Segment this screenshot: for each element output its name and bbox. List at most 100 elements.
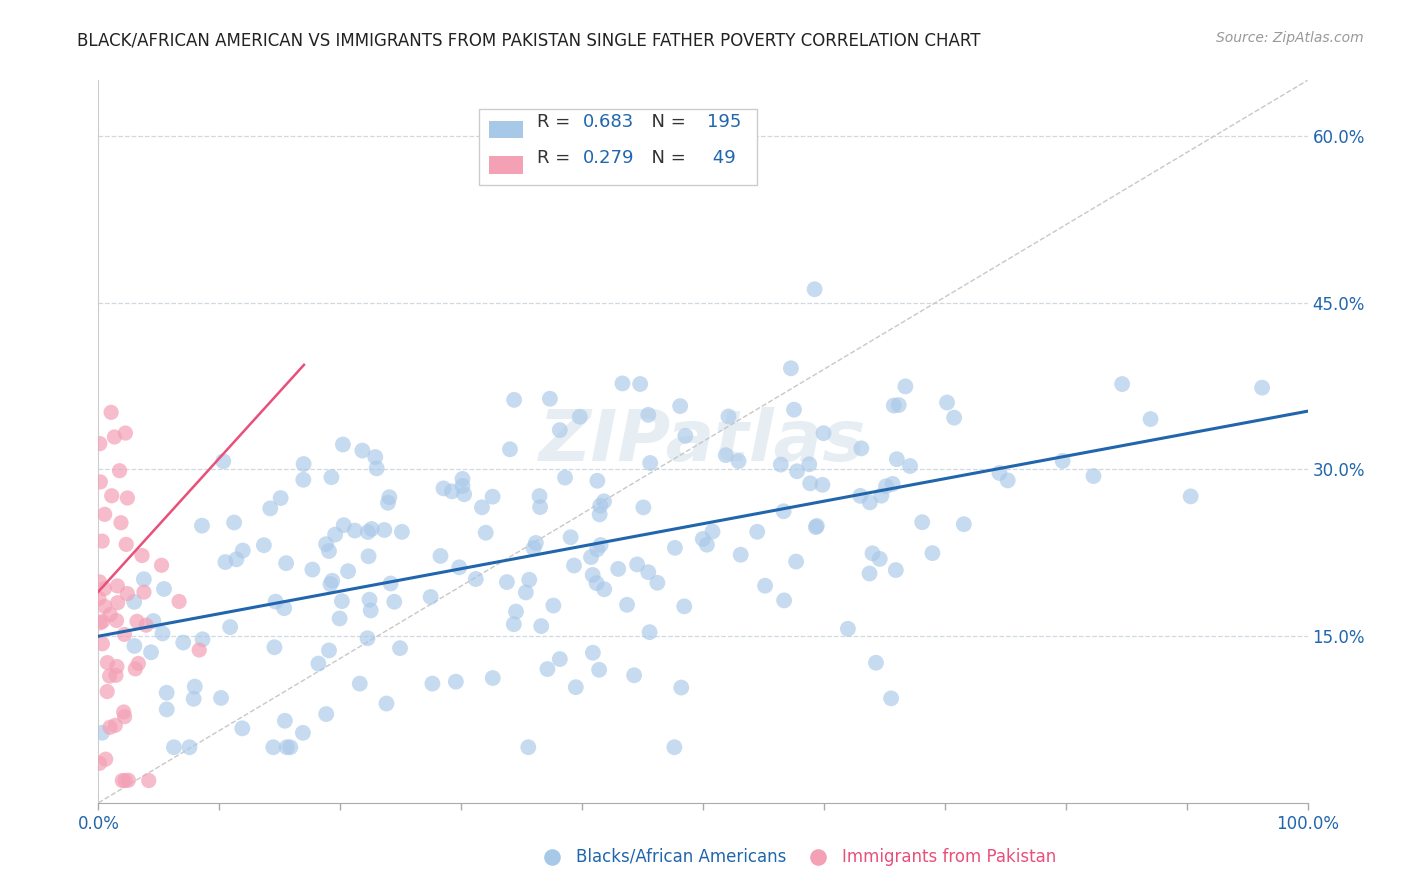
Point: [318, 643, 340, 657]
Point: [114, 426, 136, 441]
Point: [727, 454, 749, 468]
Point: [453, 487, 475, 501]
Point: [799, 476, 821, 491]
Point: [224, 516, 246, 530]
Point: [444, 674, 467, 689]
Point: [330, 594, 353, 608]
Text: 0.279: 0.279: [583, 149, 634, 167]
Point: [212, 454, 235, 468]
Point: [586, 542, 609, 557]
Bar: [489, 156, 523, 174]
Point: [429, 549, 451, 563]
Point: [278, 740, 301, 755]
Point: [391, 524, 413, 539]
Point: [803, 282, 825, 296]
Point: [125, 615, 148, 629]
Point: [138, 773, 160, 788]
Point: [184, 680, 207, 694]
Point: [586, 474, 609, 488]
Point: [560, 530, 582, 544]
Point: [754, 579, 776, 593]
Point: [883, 399, 905, 413]
Point: [943, 410, 966, 425]
Point: [93, 582, 115, 596]
Point: [100, 489, 122, 503]
Point: [593, 494, 616, 508]
FancyBboxPatch shape: [479, 109, 758, 185]
Point: [152, 626, 174, 640]
Point: [292, 473, 315, 487]
Point: [898, 458, 921, 473]
Point: [582, 646, 605, 660]
Point: [875, 479, 897, 493]
Point: [548, 423, 571, 437]
Point: [673, 429, 696, 443]
Point: [997, 474, 1019, 488]
Point: [862, 546, 884, 560]
Text: ZIPatlas: ZIPatlas: [540, 407, 866, 476]
Point: [179, 740, 201, 755]
Point: [589, 499, 612, 513]
Point: [337, 564, 360, 578]
Point: [378, 490, 401, 504]
Point: [263, 640, 285, 655]
Text: 0.683: 0.683: [583, 113, 634, 131]
Point: [813, 426, 835, 441]
Point: [593, 582, 616, 597]
Point: [131, 549, 153, 563]
Point: [638, 625, 661, 640]
Point: [505, 605, 527, 619]
Point: [499, 442, 522, 457]
Point: [502, 617, 524, 632]
Point: [315, 537, 337, 551]
Text: Blacks/African Americans: Blacks/African Americans: [576, 848, 786, 866]
Point: [191, 632, 214, 647]
Point: [124, 662, 146, 676]
Point: [936, 395, 959, 409]
Point: [321, 470, 343, 484]
Point: [880, 691, 903, 706]
Point: [911, 515, 934, 529]
Point: [115, 537, 138, 551]
Point: [89, 615, 111, 630]
Point: [799, 457, 821, 471]
Point: [548, 652, 571, 666]
Point: [773, 593, 796, 607]
Point: [529, 500, 551, 515]
Point: [104, 718, 127, 732]
Point: [562, 558, 585, 573]
Point: [582, 568, 605, 582]
Point: [349, 676, 371, 690]
Point: [150, 558, 173, 573]
Point: [382, 595, 405, 609]
Point: [188, 643, 211, 657]
Point: [865, 656, 887, 670]
Point: [1251, 381, 1274, 395]
Point: [142, 614, 165, 628]
Point: [432, 482, 454, 496]
Text: R =: R =: [537, 113, 576, 131]
Point: [352, 443, 374, 458]
Point: [105, 579, 128, 593]
Point: [343, 524, 366, 538]
Point: [231, 722, 253, 736]
Point: [783, 402, 806, 417]
Point: [786, 464, 808, 478]
Point: [259, 501, 281, 516]
Point: [105, 659, 128, 673]
Point: [669, 399, 692, 413]
Point: [886, 452, 908, 467]
Point: [579, 550, 602, 565]
Point: [87, 591, 110, 606]
Point: [769, 458, 792, 472]
Point: [301, 563, 323, 577]
Point: [132, 572, 155, 586]
Point: [628, 376, 651, 391]
Point: [626, 558, 648, 572]
Point: [98, 669, 121, 683]
Point: [219, 620, 242, 634]
Point: [117, 491, 139, 505]
Point: [291, 726, 314, 740]
Point: [869, 552, 891, 566]
Text: R =: R =: [537, 149, 576, 167]
